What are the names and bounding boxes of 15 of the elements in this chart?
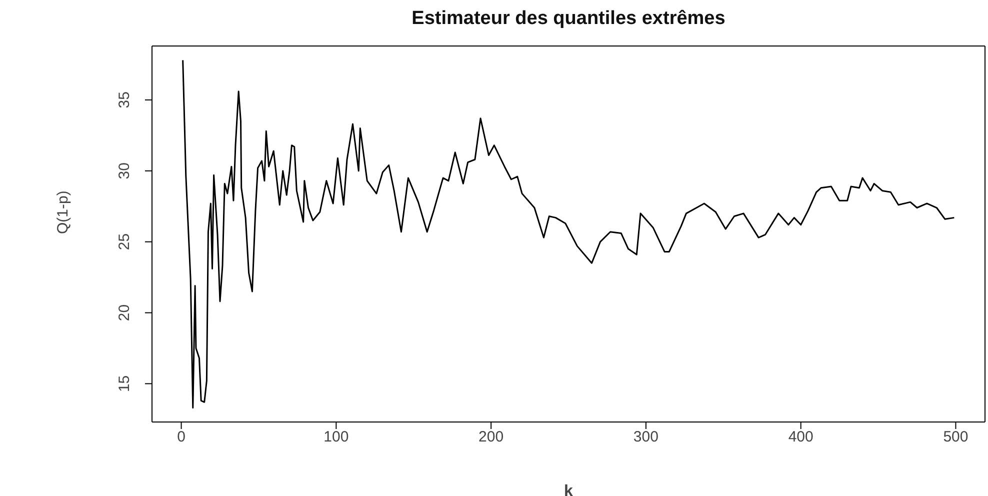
x-tick-label: 0 [177,428,186,446]
x-axis-title: k [564,483,574,496]
x-tick-label: 300 [633,428,658,446]
x-tick-label: 500 [943,428,968,446]
x-tick-label: 100 [324,428,349,446]
y-tick-label: 20 [116,304,133,322]
x-tick-label: 400 [788,428,814,446]
chart-title: Estimateur des quantiles extrêmes [410,8,726,30]
y-tick-label: 25 [116,233,133,250]
x-tick-label: 200 [478,428,504,446]
y-tick-label: 35 [116,92,133,108]
y-axis-title: Q(1-p) [54,190,72,234]
y-tick-label: 15 [116,375,133,392]
line-series [182,59,955,409]
y-tick-label: 30 [116,162,133,180]
